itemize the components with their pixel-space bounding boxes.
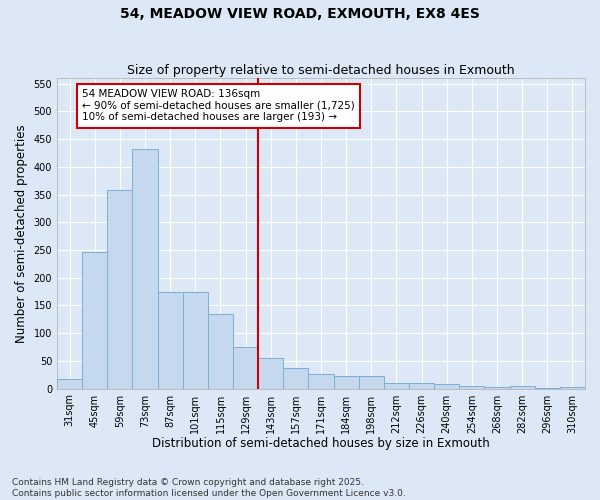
- Bar: [283, 368, 308, 388]
- Bar: [107, 190, 133, 388]
- X-axis label: Distribution of semi-detached houses by size in Exmouth: Distribution of semi-detached houses by …: [152, 437, 490, 450]
- Bar: [57, 378, 82, 388]
- Bar: [133, 149, 158, 388]
- Text: 54, MEADOW VIEW ROAD, EXMOUTH, EX8 4ES: 54, MEADOW VIEW ROAD, EXMOUTH, EX8 4ES: [120, 8, 480, 22]
- Title: Size of property relative to semi-detached houses in Exmouth: Size of property relative to semi-detach…: [127, 64, 515, 77]
- Bar: [409, 383, 434, 388]
- Bar: [484, 387, 509, 388]
- Bar: [208, 314, 233, 388]
- Bar: [308, 374, 334, 388]
- Bar: [82, 252, 107, 388]
- Bar: [334, 376, 359, 388]
- Bar: [258, 358, 283, 388]
- Bar: [233, 347, 258, 389]
- Bar: [509, 386, 535, 388]
- Bar: [158, 292, 183, 388]
- Bar: [183, 292, 208, 388]
- Y-axis label: Number of semi-detached properties: Number of semi-detached properties: [15, 124, 28, 342]
- Bar: [560, 387, 585, 388]
- Text: 54 MEADOW VIEW ROAD: 136sqm
← 90% of semi-detached houses are smaller (1,725)
10: 54 MEADOW VIEW ROAD: 136sqm ← 90% of sem…: [82, 90, 355, 122]
- Bar: [384, 383, 409, 388]
- Bar: [359, 376, 384, 388]
- Bar: [459, 386, 484, 388]
- Text: Contains HM Land Registry data © Crown copyright and database right 2025.
Contai: Contains HM Land Registry data © Crown c…: [12, 478, 406, 498]
- Bar: [434, 384, 459, 388]
